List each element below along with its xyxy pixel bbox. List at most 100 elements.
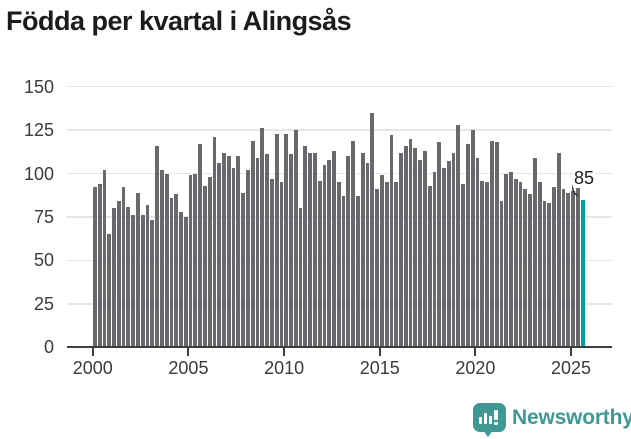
bar (174, 194, 179, 348)
chart-title: Födda per kvartal i Alingsås (6, 6, 352, 36)
bar (260, 128, 265, 348)
bar (523, 189, 528, 348)
bar (126, 206, 131, 348)
bar (246, 170, 250, 348)
bar (375, 189, 379, 348)
bar (389, 135, 394, 348)
bar (461, 183, 466, 348)
bar (576, 187, 580, 348)
y-axis-tick-label: 25 (33, 293, 54, 314)
y-axis-tick-label: 75 (33, 206, 54, 227)
x-axis-tick-label: 2015 (359, 358, 400, 379)
bar (408, 138, 413, 348)
bar (188, 175, 193, 348)
bar (513, 178, 518, 348)
bar (542, 201, 547, 348)
x-axis-tick (283, 348, 286, 357)
bar (155, 145, 159, 348)
x-axis-line (66, 346, 612, 349)
bar (159, 170, 164, 348)
bar (537, 182, 542, 348)
bar (384, 182, 389, 348)
x-axis-tick-label: 2020 (455, 358, 496, 379)
bar (566, 192, 571, 348)
bar (370, 112, 375, 348)
bar (451, 152, 456, 348)
bar (442, 168, 446, 348)
bar (399, 152, 403, 348)
bar (413, 147, 418, 348)
bar (202, 185, 207, 348)
bar (332, 150, 336, 348)
bar (466, 144, 470, 348)
x-axis-tick-label: 2000 (72, 358, 113, 379)
bar (274, 133, 279, 348)
x-axis-tick (570, 348, 573, 357)
x-axis-tick-label: 2005 (168, 358, 209, 379)
bar (394, 182, 399, 348)
last-value-label: 85 (573, 168, 596, 188)
bar (279, 182, 284, 348)
bar (222, 152, 226, 348)
bar (236, 156, 241, 348)
bar (150, 220, 155, 348)
bar (255, 157, 260, 348)
bar (193, 173, 198, 348)
bar (552, 187, 556, 348)
bar (509, 171, 513, 348)
bar (241, 192, 246, 348)
bar (489, 140, 494, 348)
bar (418, 159, 422, 348)
bar (289, 154, 293, 348)
bar (217, 163, 222, 348)
bar (112, 208, 116, 348)
bar (341, 196, 346, 348)
bar (322, 164, 327, 348)
bar (312, 152, 317, 348)
bar (518, 182, 523, 348)
bar (499, 201, 504, 348)
bar (226, 156, 231, 348)
bar (93, 187, 97, 348)
x-axis-tick (474, 348, 477, 357)
bar (131, 215, 136, 348)
x-axis-tick-label: 2025 (551, 358, 592, 379)
bar (480, 180, 485, 348)
bar (303, 145, 308, 348)
x-axis-tick-label: 2010 (264, 358, 305, 379)
bar (250, 140, 255, 348)
bar (360, 152, 365, 348)
bar (346, 156, 351, 348)
logo-bubble-tail (483, 430, 493, 437)
y-gridline (66, 85, 612, 88)
bar (556, 152, 561, 348)
bar (102, 170, 107, 348)
bar (456, 124, 461, 348)
bar (365, 163, 370, 348)
logo-text: Newsworthy (512, 406, 631, 429)
bar (547, 203, 552, 348)
bar (179, 211, 183, 348)
x-axis-tick (91, 348, 94, 357)
bar (379, 175, 384, 348)
bar (97, 183, 102, 348)
bar (169, 197, 174, 348)
bar (308, 152, 312, 348)
bar (432, 171, 437, 348)
bar (284, 133, 289, 348)
y-axis-tick-label: 50 (33, 250, 54, 271)
bar (446, 161, 451, 348)
newsworthy-logo[interactable]: Newsworthy (471, 398, 631, 438)
bar (183, 216, 188, 348)
bar (121, 187, 126, 348)
bar (207, 177, 212, 348)
highlighted-bar (580, 199, 585, 348)
bar (198, 144, 202, 348)
bar (470, 130, 475, 348)
bar (293, 130, 298, 348)
y-axis-tick-label: 150 (23, 76, 54, 97)
y-axis-tick-label: 0 (43, 337, 54, 358)
bar (356, 196, 360, 348)
bar (571, 190, 576, 348)
